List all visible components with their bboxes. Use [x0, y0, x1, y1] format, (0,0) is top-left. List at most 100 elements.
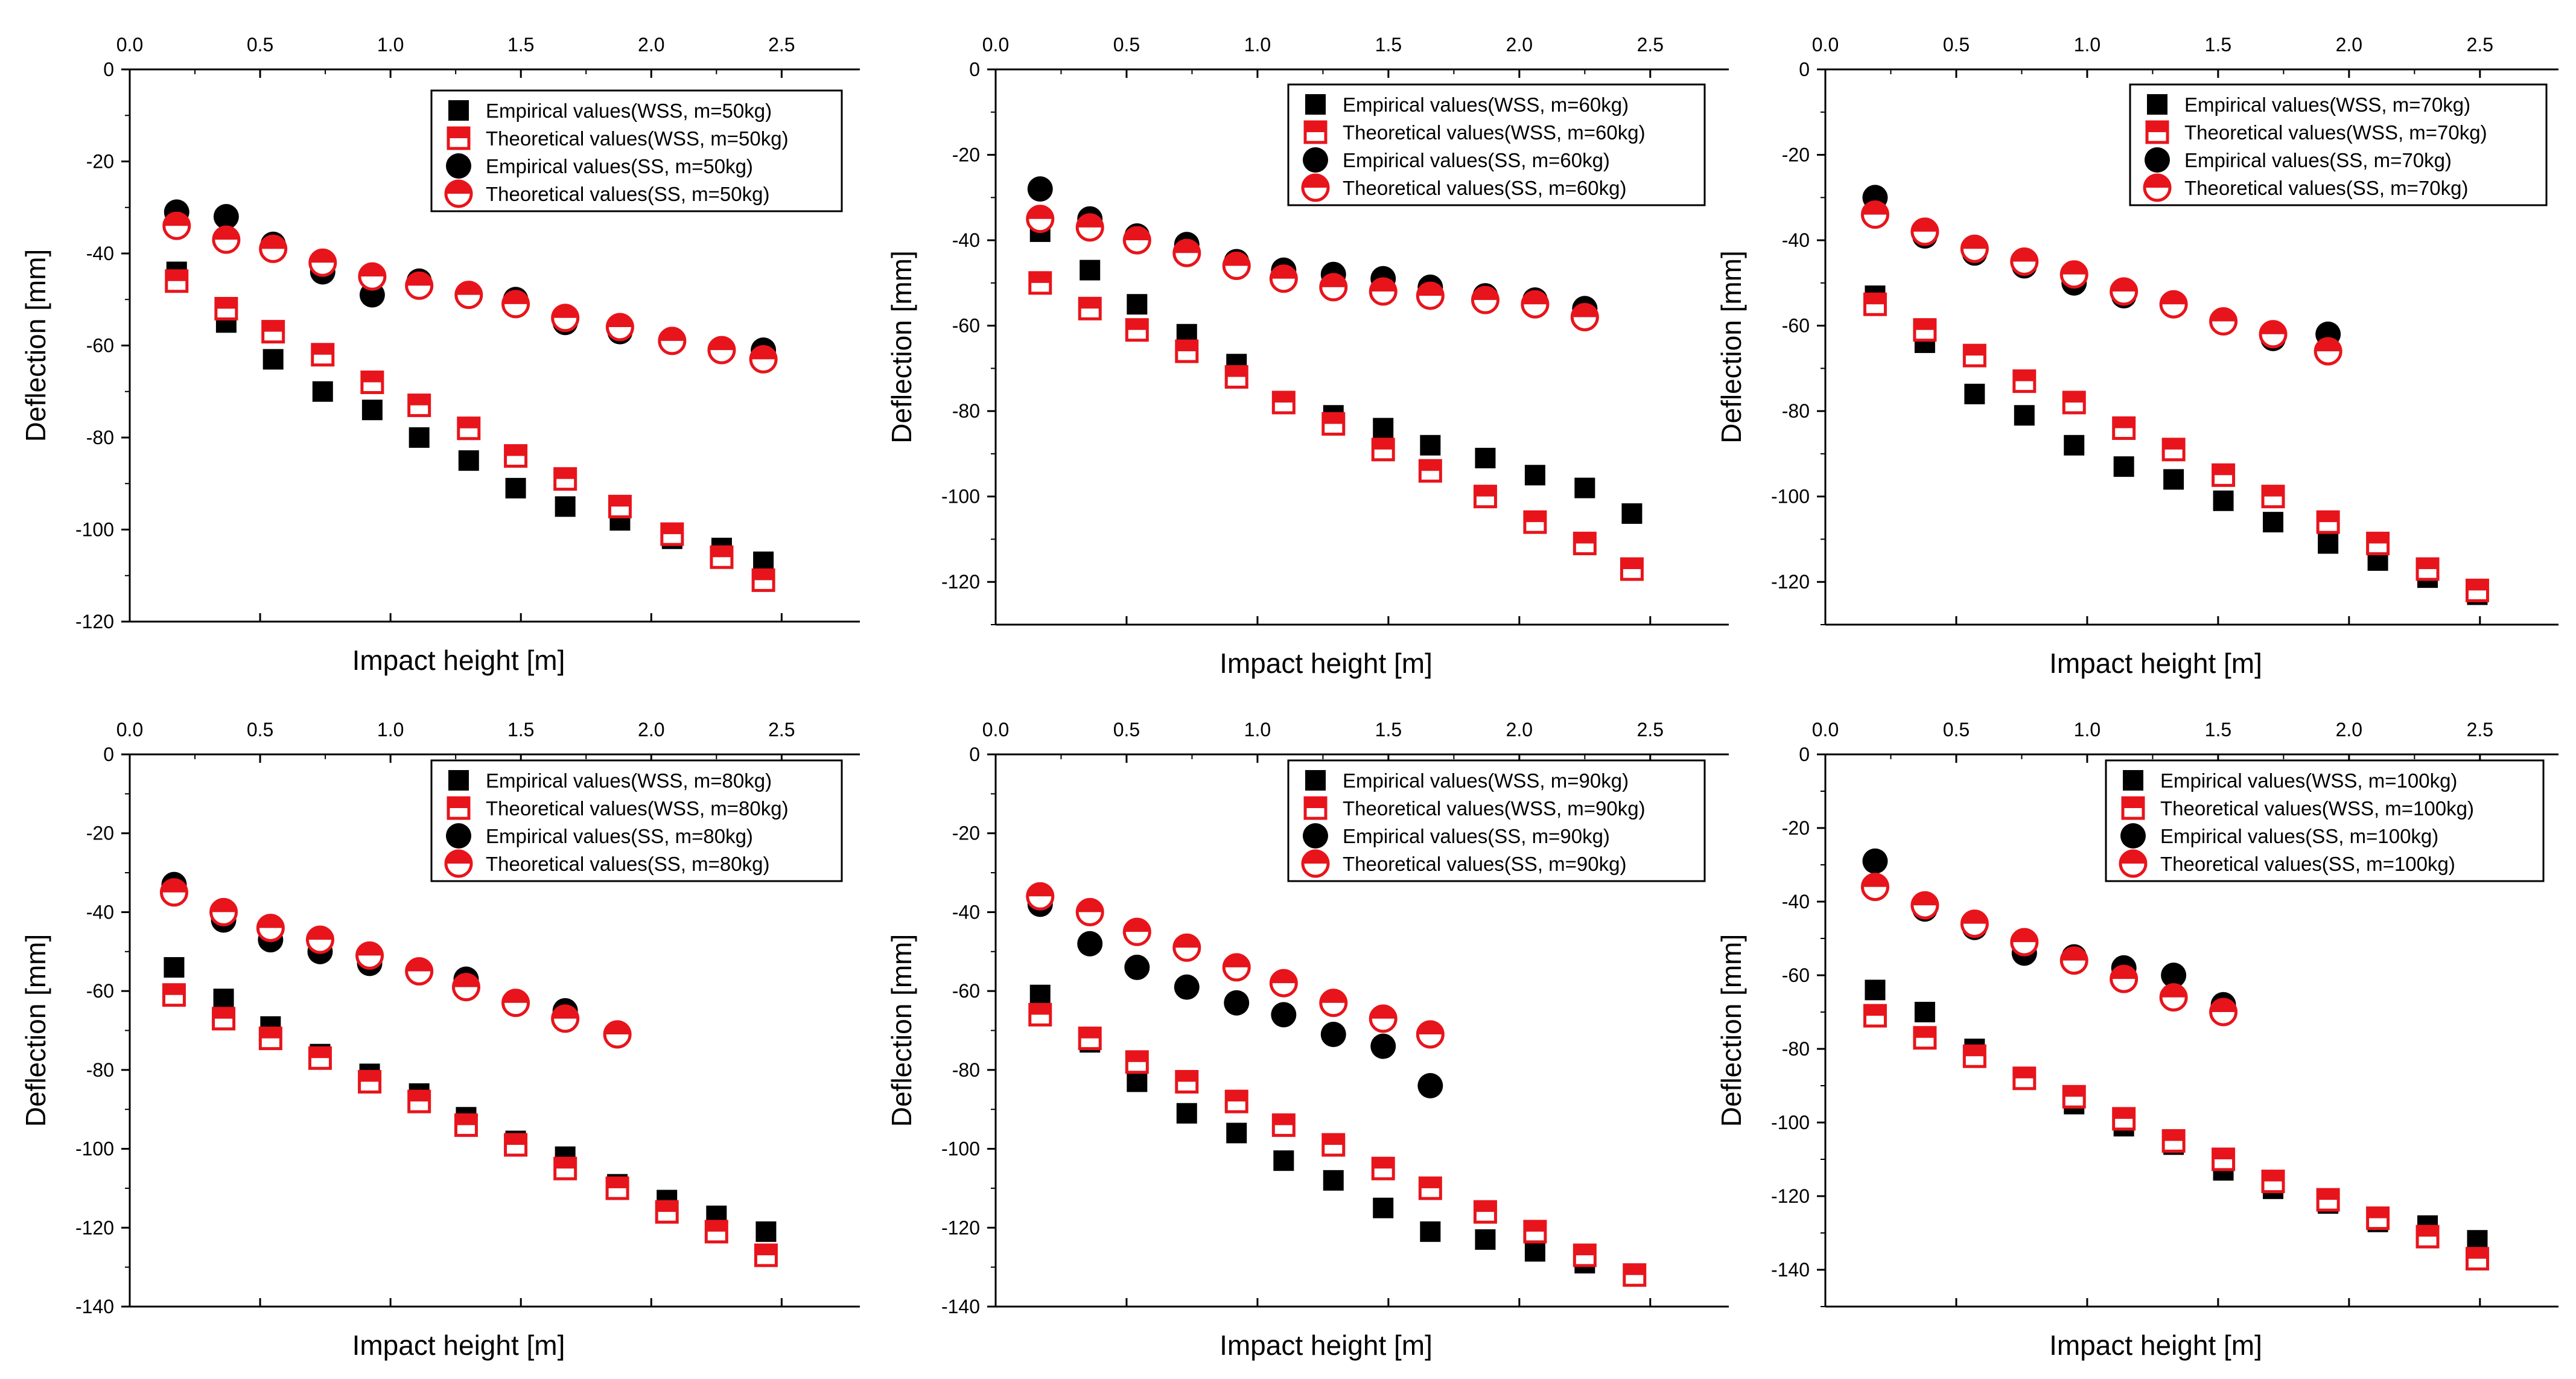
- marker-fill: [2123, 798, 2143, 808]
- marker-fill: [406, 958, 432, 972]
- marker-fill: [706, 1221, 727, 1232]
- legend-marker-circle-filled: [2120, 823, 2146, 849]
- data-point: [754, 1243, 778, 1267]
- y-tick-label: 0: [1799, 744, 1810, 765]
- marker-fill: [1370, 1005, 1396, 1019]
- series-circle-half: [159, 878, 632, 1049]
- marker-fill: [657, 1202, 678, 1212]
- marker-fill: [751, 346, 777, 360]
- data-point: [1172, 933, 1201, 962]
- data-point: [2465, 578, 2489, 602]
- x-tick-label: 2.5: [1637, 34, 1664, 56]
- data-point: [1860, 200, 1889, 229]
- data-point: [164, 957, 185, 978]
- data-point: [1962, 343, 1986, 368]
- data-point: [658, 326, 687, 355]
- legend-frame: [430, 89, 843, 212]
- marker-fill: [1174, 240, 1200, 253]
- y-tick-label: -100: [1771, 1112, 1810, 1133]
- legend-marker-square-filled: [1305, 770, 1326, 791]
- marker-fill: [161, 879, 187, 893]
- marker-fill: [2113, 1108, 2134, 1119]
- marker-fill: [607, 1177, 628, 1188]
- data-point: [457, 416, 481, 441]
- data-point: [553, 467, 577, 491]
- series-square-half: [1028, 271, 1644, 581]
- series-square-half: [1863, 1004, 2489, 1271]
- data-point: [1224, 1089, 1248, 1113]
- marker-fill: [2367, 533, 2388, 544]
- data-point: [262, 349, 284, 370]
- marker-fill: [1226, 1091, 1247, 1102]
- data-point: [2415, 1225, 2440, 1249]
- data-point: [1078, 296, 1102, 320]
- marker-fill: [1124, 919, 1150, 932]
- data-point: [504, 444, 528, 468]
- y-tick-label: -60: [952, 315, 980, 337]
- data-point: [308, 248, 337, 277]
- legend-label: Theoretical values(SS, m=60kg): [1343, 177, 1626, 199]
- data-point: [162, 983, 186, 1007]
- x-tick-label: 2.5: [2467, 34, 2493, 56]
- data-point: [1475, 448, 1496, 468]
- y-tick-label: -20: [952, 823, 980, 844]
- legend-label: Empirical values(WSS, m=80kg): [486, 769, 772, 792]
- legend-marker-circle-filled: [2145, 147, 2170, 173]
- marker-fill: [1029, 1004, 1051, 1015]
- data-point: [2209, 998, 2238, 1027]
- legend-marker-circle-half: [444, 849, 473, 878]
- y-tick-label: -140: [1771, 1259, 1810, 1281]
- marker-fill: [211, 899, 237, 912]
- marker-fill: [307, 927, 333, 940]
- series-square-filled: [1865, 979, 2488, 1251]
- marker-fill: [1865, 294, 1886, 305]
- legend-marker-circle-half: [444, 179, 473, 208]
- data-point: [2010, 928, 2039, 957]
- data-point: [1127, 1071, 1148, 1092]
- data-point: [1174, 974, 1200, 1000]
- marker-fill: [1524, 1221, 1545, 1232]
- chart-panel-1: 0.0 0.5 1.0 1.5 2.0 2.5 0 -20 -40 -60 -80 -100 -120 I…: [20, 34, 860, 676]
- y-tick-label: -100: [941, 486, 980, 508]
- marker-fill: [1574, 533, 1595, 544]
- data-point: [1175, 1069, 1199, 1094]
- data-point: [209, 897, 238, 926]
- marker-fill: [458, 418, 479, 428]
- data-point: [1371, 438, 1395, 462]
- x-tick-label: 0.5: [1113, 34, 1140, 56]
- data-point: [1373, 1197, 1394, 1218]
- data-point: [1964, 383, 1985, 404]
- data-point: [2014, 405, 2035, 426]
- series-square-half: [1863, 292, 2489, 602]
- x-tick-label: 0.0: [116, 719, 143, 740]
- legend-marker-circle-half: [1301, 173, 1330, 202]
- marker-fill: [2263, 1171, 2284, 1182]
- series-circle-half: [1860, 873, 2238, 1027]
- legend: Empirical values(WSS, m=100kg) Theoretica…: [2105, 759, 2545, 882]
- legend-frame: [2105, 759, 2545, 882]
- marker-fill: [448, 798, 469, 808]
- data-point: [505, 477, 526, 498]
- x-tick-label: 1.5: [2205, 34, 2231, 56]
- data-point: [501, 989, 530, 1018]
- y-tick-label: -20: [1782, 144, 1810, 166]
- x-tick-label: 2.0: [2336, 34, 2362, 56]
- marker-fill: [1174, 935, 1200, 948]
- data-point: [1620, 557, 1644, 581]
- y-tick-label: -40: [952, 901, 980, 923]
- x-tick-label: 1.0: [1244, 34, 1271, 56]
- x-tick-label: 2.5: [768, 34, 795, 56]
- data-point: [1473, 485, 1497, 509]
- marker-fill: [2213, 1149, 2234, 1159]
- data-point: [2465, 1247, 2489, 1271]
- x-tick-label: 2.5: [768, 719, 795, 740]
- data-point: [704, 1220, 728, 1244]
- legend-label: Theoretical values(SS, m=50kg): [486, 183, 769, 205]
- x-tick-label: 1.5: [1375, 34, 1402, 56]
- data-point: [261, 320, 285, 344]
- data-point: [312, 381, 333, 402]
- data-point: [1573, 532, 1597, 556]
- data-point: [1122, 917, 1151, 946]
- data-point: [2113, 456, 2134, 477]
- y-tick-label: -100: [75, 1138, 114, 1160]
